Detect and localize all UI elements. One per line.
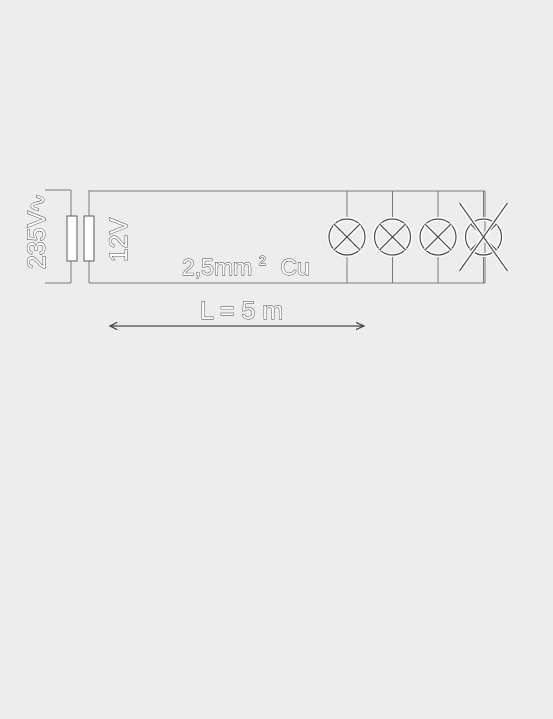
cable-label: 2,5mm 2 Cu (182, 244, 310, 280)
lamp-cross (379, 223, 406, 251)
cable-cross-section: 2,5mm (182, 254, 252, 280)
transformer-symbol (66, 215, 95, 262)
cable-exponent: 2 (259, 253, 266, 268)
lamp-cross (424, 223, 452, 251)
lamp-cross (333, 223, 361, 251)
lamp-removed-mark (457, 201, 510, 273)
lamp (418, 191, 458, 283)
lamp-group (327, 191, 510, 283)
lamp-outline (328, 218, 366, 256)
lamp-icon (327, 217, 367, 257)
lamp (327, 191, 367, 283)
lamp (372, 191, 413, 283)
cable-material: Cu (280, 254, 309, 280)
lamp (457, 191, 510, 283)
lamp-outline (373, 218, 412, 256)
lamp-icon (418, 217, 458, 257)
removed-mark-line (459, 202, 508, 272)
length-label: L = 5 m (200, 297, 283, 325)
transformer-primary-coil (66, 215, 78, 262)
lamp-outline (419, 218, 457, 256)
ac-symbol: ∿ (24, 193, 51, 213)
lamp-outline (464, 218, 503, 256)
primary-circuit (45, 189, 72, 284)
primary-voltage-label: 235V (23, 210, 51, 269)
lamp-icon (372, 217, 413, 257)
transformer-secondary-coil (83, 215, 95, 262)
secondary-voltage-label: 12V (105, 217, 133, 262)
